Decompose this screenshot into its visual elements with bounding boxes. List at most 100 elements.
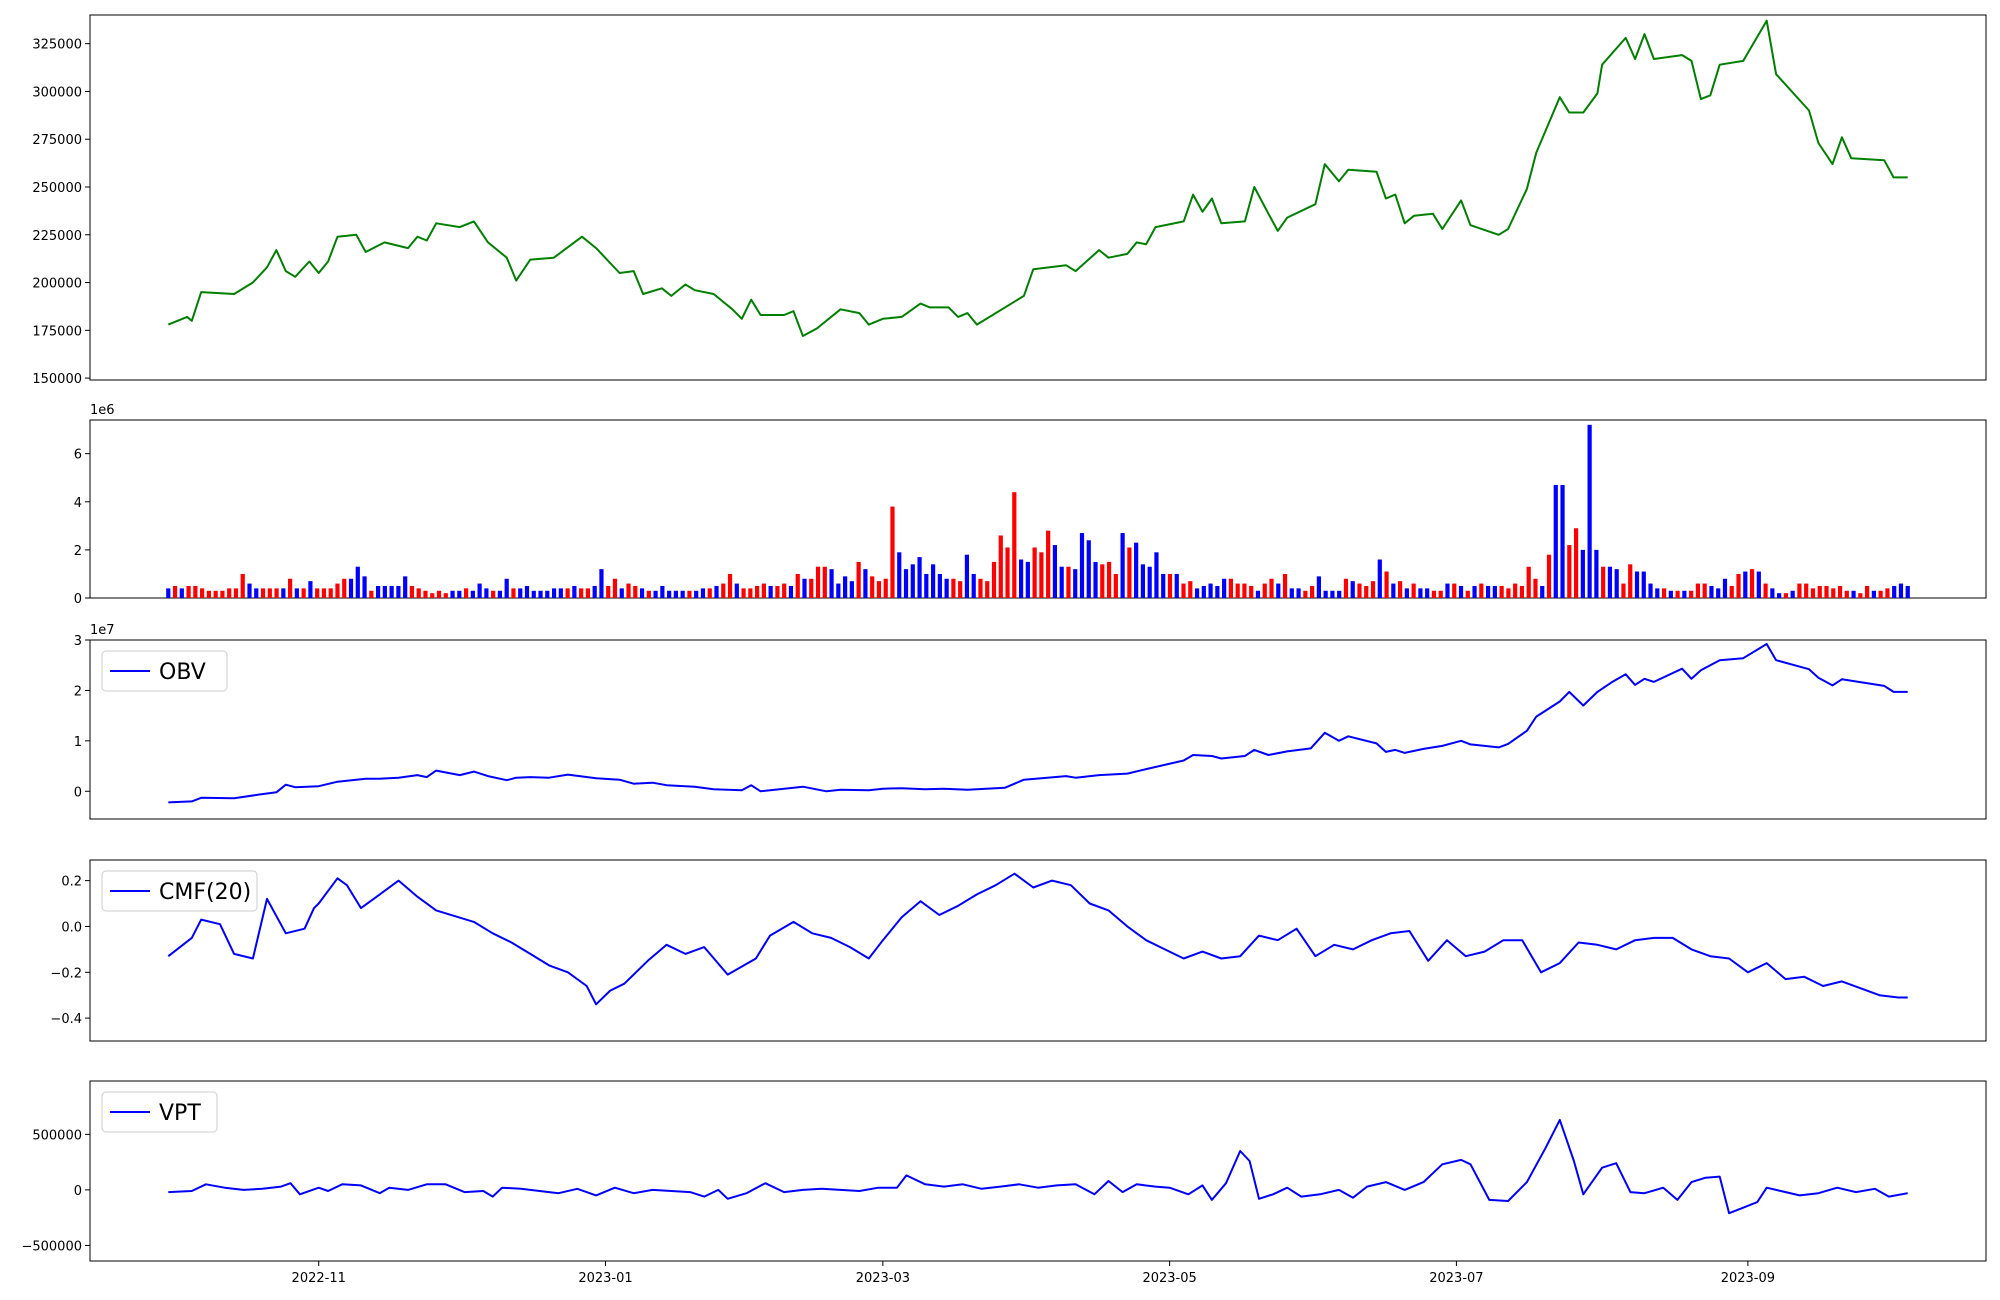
volume-bar [254, 588, 259, 598]
volume-bar [1628, 564, 1633, 598]
price-panel: 150000 175000 200000 225000 250000 275000 3000… [32, 14, 1987, 387]
volume-bar [1506, 588, 1511, 598]
volume-bar [903, 569, 909, 598]
obv-axes-frame [89, 639, 1987, 820]
volume-bar [646, 590, 651, 598]
volume-bar [1377, 559, 1382, 598]
volume-bar [1167, 573, 1173, 598]
volume-bar [1648, 583, 1653, 598]
volume-bar [450, 590, 455, 598]
volume-bar [883, 578, 888, 598]
volume-bar [484, 588, 489, 598]
volume-bar [558, 588, 563, 598]
volume-bar [748, 588, 753, 598]
volume-bar [1106, 561, 1112, 598]
volume-bar [822, 566, 827, 598]
volume-bar [951, 578, 956, 598]
volume-bar [1276, 583, 1281, 598]
price-axes-frame [89, 14, 1987, 381]
volume-bar [403, 576, 408, 598]
volume-bar [829, 569, 834, 598]
volume-bar [1607, 566, 1613, 598]
volume-bar [193, 585, 198, 598]
obv-y-tick-label: 0 [74, 785, 82, 800]
volume-bar [416, 588, 421, 598]
volume-bar [870, 576, 875, 598]
volume-bar [1066, 566, 1071, 598]
volume-bar [1438, 590, 1443, 598]
volume-bar [599, 569, 604, 598]
volume-bar [917, 557, 922, 598]
volume-bar [1391, 583, 1396, 598]
volume-bar [924, 573, 929, 598]
volume-bar [200, 588, 205, 598]
volume-bar [443, 593, 448, 598]
volume-bar [1113, 573, 1118, 598]
volume-bar [1804, 583, 1809, 598]
volume-bar [1255, 590, 1261, 598]
volume-bar [1228, 578, 1233, 598]
volume-bar [1844, 590, 1849, 598]
vpt-axes-frame [89, 1080, 1987, 1262]
volume-bar [788, 585, 794, 598]
volume-bar [1567, 545, 1572, 598]
volume-bar [856, 561, 861, 598]
volume-bar [389, 585, 394, 598]
volume-bar [592, 585, 597, 598]
vpt-series-line [168, 1118, 1908, 1215]
volume-bar [985, 581, 990, 598]
volume-y-tick-label: 2 [74, 544, 82, 559]
volume-bar [1154, 552, 1159, 598]
price-y-tick-label: 150000 [32, 372, 82, 387]
volume-bar [1817, 585, 1822, 598]
volume-bar [876, 581, 882, 598]
volume-bar [1249, 585, 1254, 598]
volume-bar [653, 590, 658, 598]
volume-bar [1235, 583, 1240, 598]
volume-bar [1668, 590, 1673, 598]
volume-bar [1343, 578, 1349, 598]
volume-bar [1634, 571, 1640, 598]
cmf-legend-box [101, 870, 258, 912]
volume-bar [1330, 590, 1335, 598]
volume-bar [362, 576, 367, 598]
volume-bar [937, 573, 942, 598]
volume-bar [491, 590, 496, 598]
volume-bar [375, 585, 381, 598]
volume-bar [457, 590, 462, 598]
volume-bar [1208, 583, 1213, 598]
volume-bar [1059, 566, 1064, 598]
volume-bar [775, 585, 780, 598]
volume-bar [1418, 588, 1423, 598]
volume-bar [755, 585, 760, 598]
obv-y-tick-label: 1 [74, 735, 82, 750]
volume-bar [1445, 583, 1450, 598]
volume-bar [1540, 585, 1545, 598]
volume-bar [1404, 588, 1409, 598]
volume-bar [531, 590, 536, 598]
volume-bar [673, 590, 678, 598]
volume-bar [551, 588, 557, 598]
volume-bar [348, 578, 354, 598]
obv-series-line [168, 643, 1908, 804]
volume-scale-multiplier: 1e6 [90, 403, 115, 418]
volume-axes-frame [89, 419, 1987, 599]
volume-bar [1079, 533, 1085, 598]
volume-bar [477, 583, 482, 598]
volume-bar [1431, 590, 1437, 598]
volume-bar [267, 588, 272, 598]
volume-bar [1384, 571, 1389, 598]
obv-panel: 0 1 2 3 1e7 OBV [74, 623, 1987, 820]
x-tick-label: 2022-11 [292, 1271, 346, 1286]
volume-bar [1458, 585, 1464, 598]
volume-bar [714, 585, 719, 598]
volume-bar [1729, 585, 1734, 598]
volume-bar [1533, 578, 1538, 598]
cmf-y-tick-label: 0.2 [61, 875, 82, 890]
obv-legend-label: OBV [159, 660, 206, 685]
volume-bar [524, 585, 530, 598]
vpt-legend: VPT [101, 1091, 218, 1133]
volume-bar [213, 590, 218, 598]
x-tick-label: 2023-03 [856, 1271, 910, 1286]
volume-bar [1560, 484, 1565, 598]
